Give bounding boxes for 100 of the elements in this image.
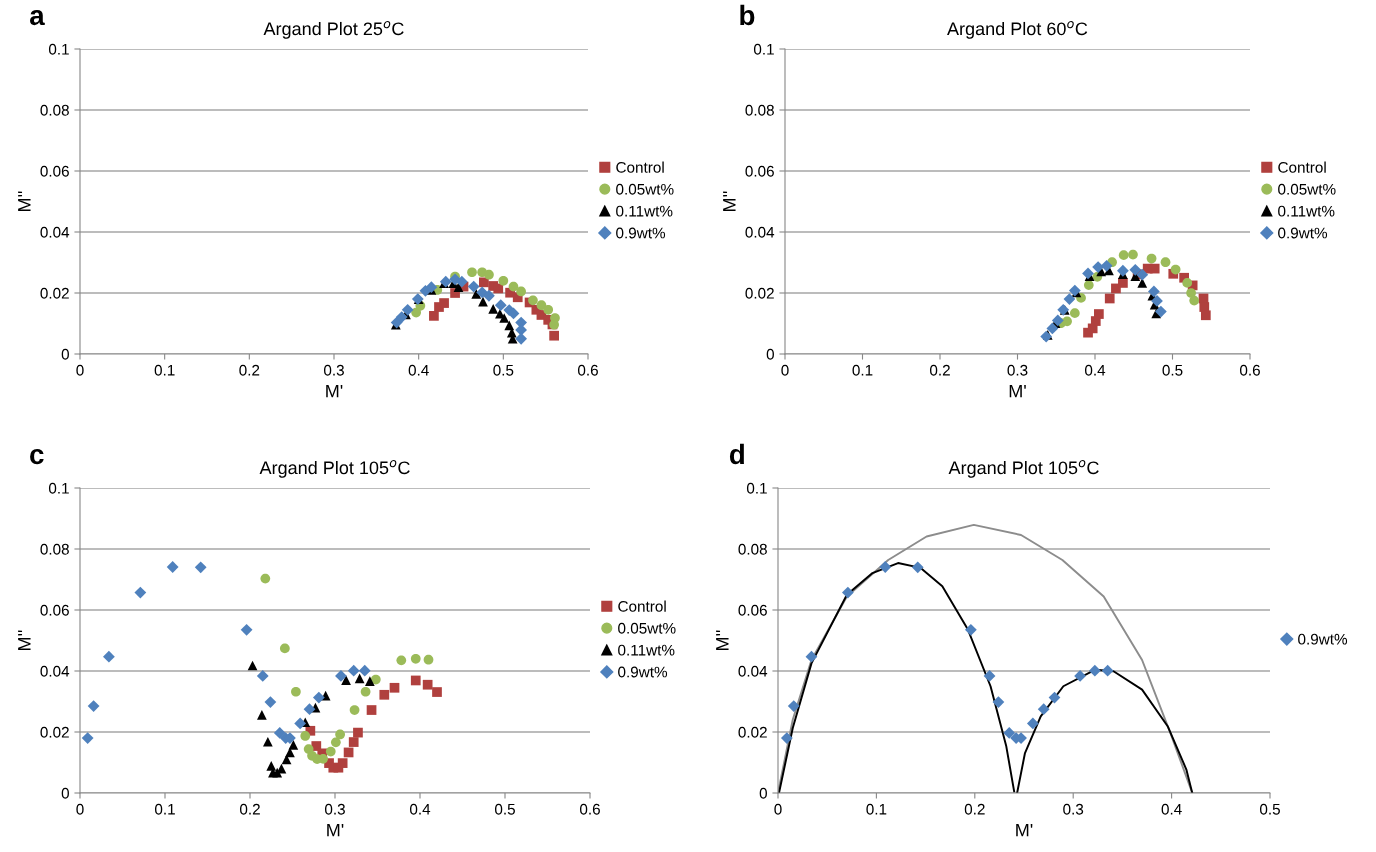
point [498,275,509,286]
point [396,655,407,666]
x-tick-label: 0.1 [852,364,873,376]
point [341,675,351,686]
point [488,304,499,314]
point [1136,268,1149,281]
y-axis-title: M'' [18,630,31,650]
x-tick-label: 0.1 [154,803,175,815]
y-tick-label: 0.08 [40,543,69,555]
point [508,281,519,292]
legend-label: 0.11wt% [1278,205,1335,217]
point [279,643,290,654]
x-tick-label: 0.4 [1084,364,1106,376]
point [134,586,147,599]
y-tick-label: 0.04 [40,665,70,677]
point [366,705,377,715]
point [1088,664,1101,677]
point [1082,267,1094,280]
point [543,304,554,315]
point [1026,717,1039,730]
x-tick-label: 0.5 [493,364,514,376]
point [1074,669,1086,682]
point [166,561,179,573]
point [312,691,325,704]
legend-label: 0.11wt% [616,205,673,217]
legend-label: 0.05wt% [618,622,676,634]
point [401,303,414,316]
point [992,696,1005,708]
point [1118,250,1129,261]
legend-label: 0.11wt% [618,644,675,656]
point [349,705,360,715]
y-tick-label: 0.02 [40,287,69,299]
point [266,760,277,771]
legend-label: 0.9wt% [1278,227,1328,239]
point [257,710,267,720]
point [347,664,360,677]
point [260,573,271,584]
point [1118,278,1128,288]
point [453,282,464,293]
legend-label: 0.9wt% [618,666,668,678]
x-tick-label: 0 [781,364,789,376]
x-tick-label: 0 [774,803,782,815]
x-tick-label: 0.4 [1161,803,1182,815]
x-tick-label: 0 [76,364,84,376]
y-tick-label: 0.1 [48,43,69,55]
point [805,650,818,663]
y-tick-label: 0 [759,787,767,799]
y-tick-label: 0 [61,787,69,799]
text: c [30,448,44,465]
y-axis-title: M'' [18,191,31,211]
y-tick-label: 0.04 [745,226,775,238]
legend-label: Control [618,600,666,612]
point [335,729,345,740]
legend-label: 0.9wt% [1298,633,1348,645]
point [787,700,800,712]
y-tick-label: 0.04 [738,665,768,677]
chart-title: Argand Plot 25$^{o}$C [263,21,404,39]
point [516,286,526,297]
point [983,669,996,682]
y-tick-label: 0.08 [745,104,774,116]
y-tick-label: 0.02 [738,726,767,738]
x-tick-label: 0.5 [1259,803,1280,815]
point [425,281,438,294]
x-tick-label: 0.2 [239,803,260,815]
y-tick-label: 0.06 [738,604,767,616]
point [360,686,371,697]
point [358,664,371,677]
point [1117,264,1129,277]
point [780,732,793,744]
point [1154,305,1167,318]
y-tick-label: 0.06 [40,165,69,177]
point [467,280,480,293]
x-tick-label: 0.5 [494,803,515,815]
point [1170,264,1181,275]
x-tick-label: 0.3 [323,364,344,376]
point [354,673,365,684]
point [1129,263,1142,276]
point [536,300,547,311]
point [1182,278,1193,288]
point [1128,249,1138,260]
point [422,679,433,690]
point [1100,259,1113,272]
point [1062,316,1072,327]
point [549,330,559,341]
point [240,623,253,636]
chart-title: Argand Plot 60$^{o}$C [947,21,1088,39]
y-tick-label: 0.06 [745,165,774,177]
point [879,561,892,573]
chart-title: Argand Plot 105$^{o}$C [259,460,410,478]
y-tick-label: 0 [61,348,69,360]
point [1137,278,1148,288]
point [256,669,269,682]
text: a [30,9,45,26]
y-tick-label: 0.04 [40,226,70,238]
point [493,283,504,294]
x-tick-label: 0.2 [964,803,985,815]
point [423,654,434,665]
point [300,731,311,741]
point [1037,703,1050,716]
point [194,561,207,574]
